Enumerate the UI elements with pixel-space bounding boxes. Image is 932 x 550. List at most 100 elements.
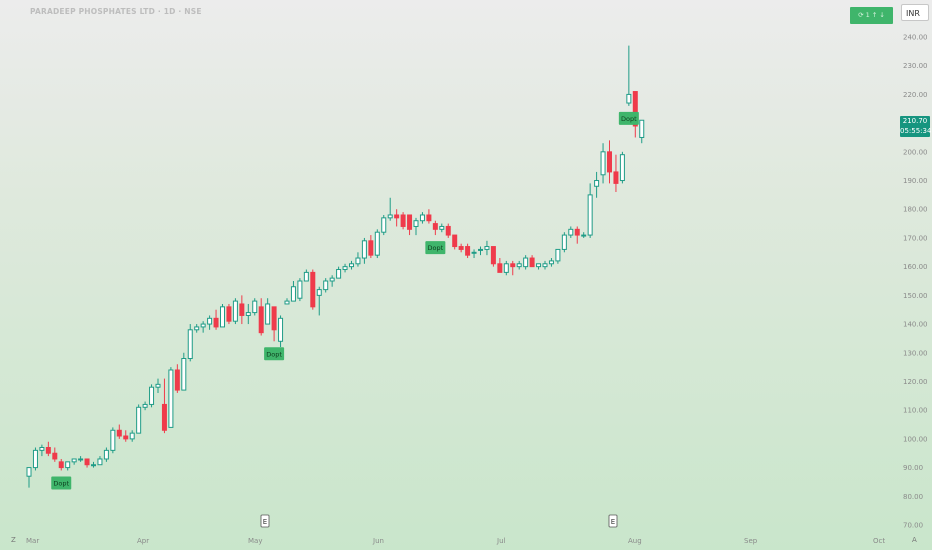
candle-body-up <box>361 240 367 259</box>
candle-body-up <box>355 257 361 265</box>
candle-body-up <box>516 263 522 268</box>
candle-body-down <box>226 306 232 322</box>
candle-body-up <box>323 280 329 291</box>
candle-body-up <box>91 464 96 467</box>
candle-body-up <box>381 217 387 233</box>
candle-body-up <box>484 246 490 250</box>
earnings-marker <box>608 514 618 528</box>
candle-body-up <box>523 257 529 268</box>
candle-body-up <box>536 263 542 268</box>
candle-body-up <box>200 323 206 328</box>
dividend-label: Dopt <box>428 244 444 252</box>
candle-body-down <box>368 240 374 256</box>
candle-body-up <box>349 263 354 268</box>
y-tick-label: 110.00 <box>903 407 928 415</box>
x-tick-label: Mar <box>26 537 39 545</box>
candle-body-down <box>400 214 406 227</box>
candle-body-down <box>490 246 496 265</box>
candle-body-down <box>452 234 458 248</box>
x-tick-label: May <box>248 537 262 545</box>
candle-body-up <box>245 312 251 316</box>
candle-body-up <box>626 93 632 104</box>
candle-body-up <box>503 263 509 273</box>
candle-body-up <box>181 358 187 391</box>
currency-button[interactable]: INR <box>901 4 929 21</box>
y-tick-label: 220.00 <box>903 91 928 99</box>
candle-body-up <box>168 369 174 428</box>
candle-body-up <box>78 458 84 461</box>
y-tick-label: 130.00 <box>903 349 928 357</box>
candle-body-down <box>161 403 167 431</box>
candle-body-down <box>84 458 90 466</box>
candle-body-down <box>394 214 400 219</box>
y-tick-label: 180.00 <box>903 206 928 214</box>
candle-body-up <box>342 266 348 271</box>
candle-body-up <box>136 406 142 434</box>
candle-body-down <box>213 317 219 328</box>
y-tick-label: 70.00 <box>903 522 923 530</box>
candle-body-up <box>232 300 238 322</box>
candle-body-up <box>65 461 71 469</box>
candle-body-up <box>149 386 155 405</box>
candle-body-up <box>194 326 200 331</box>
candle-body-down <box>529 257 535 268</box>
candle-body-down <box>574 228 580 236</box>
candle-body-up <box>252 300 258 314</box>
candle-body-down <box>497 263 503 273</box>
x-tick-label: Aug <box>628 537 642 545</box>
y-tick-label: 240.00 <box>903 34 928 42</box>
candle-body-up <box>471 251 477 254</box>
candle-body-up <box>419 214 425 222</box>
candle-body-down <box>271 306 277 331</box>
candle-body-up <box>581 234 587 237</box>
y-tick-label: 90.00 <box>903 464 923 472</box>
candle-body-down <box>174 369 180 391</box>
symbol-title: PARADEEP PHOSPHATES LTD · 1D · NSE <box>30 7 202 16</box>
candle-body-up <box>207 317 213 325</box>
candle-body-down <box>116 429 122 437</box>
candle-body-up <box>439 225 445 230</box>
candle-body-up <box>187 329 193 360</box>
candle-body-up <box>587 194 593 236</box>
y-tick-label: 140.00 <box>903 321 928 329</box>
x-tick-label: Jul <box>496 537 506 545</box>
candle-body-up <box>39 446 45 451</box>
last-price-tag: 210.70 05:55:34 <box>900 116 932 137</box>
candle-body-up <box>548 260 554 265</box>
candle-body-down <box>632 91 638 127</box>
candle-body-down <box>432 223 438 230</box>
candle-body-up <box>329 277 335 282</box>
candle-body-down <box>310 271 316 308</box>
candle-body-up <box>619 154 625 182</box>
indicator-chip[interactable]: ⟳ 1 ↑ ↓ <box>850 7 893 24</box>
x-tick-label: Jun <box>372 537 384 545</box>
earnings-label: E <box>263 518 267 526</box>
y-tick-label: 150.00 <box>903 292 928 300</box>
candle-body-down <box>58 461 64 469</box>
candle-body-up <box>478 248 483 251</box>
candle-body-down <box>613 171 619 184</box>
candle-body-up <box>26 467 32 477</box>
auto-scale-button[interactable]: A <box>912 536 917 544</box>
candle-body-up <box>600 151 606 176</box>
y-tick-label: 200.00 <box>903 148 928 156</box>
candle-body-down <box>45 446 51 454</box>
dividend-label: Dopt <box>621 115 637 123</box>
candle-body-up <box>129 432 135 440</box>
earnings-marker <box>260 514 270 528</box>
candle-body-down <box>607 151 612 173</box>
candle-body-up <box>336 269 342 279</box>
candle-body-up <box>110 429 116 451</box>
timezone-icon[interactable]: Z <box>11 536 16 544</box>
dividend-marker <box>618 111 639 125</box>
candle-body-down <box>510 263 516 268</box>
x-tick-label: Oct <box>873 537 885 545</box>
y-tick-label: 120.00 <box>903 378 928 386</box>
candle-body-up <box>32 449 38 469</box>
dividend-label: Dopt <box>266 350 282 358</box>
y-tick-label: 100.00 <box>903 435 928 443</box>
candle-body-up <box>71 458 77 463</box>
bar-countdown: 05:55:34 <box>900 127 932 135</box>
